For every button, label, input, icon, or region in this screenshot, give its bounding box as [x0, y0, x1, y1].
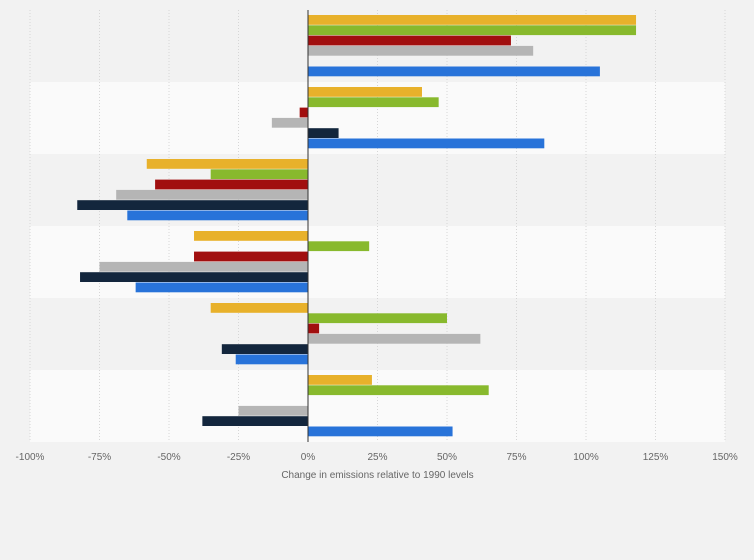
bar [308, 375, 372, 385]
bar [135, 282, 308, 293]
bar [308, 385, 489, 396]
bar [127, 210, 308, 221]
bar [308, 323, 320, 334]
x-axis-title: Change in emissions relative to 1990 lev… [281, 470, 473, 481]
bar [80, 272, 308, 282]
x-tick-label: -25% [227, 452, 250, 463]
bar [99, 261, 308, 272]
bar [308, 45, 534, 56]
bar [146, 159, 308, 169]
x-tick-labels: -100% -75% -50% -25% 0% 25% 50% 75% 100% 125% 150% [16, 452, 738, 463]
bar [308, 313, 447, 324]
bar [210, 169, 308, 180]
bar [308, 333, 481, 344]
bar [202, 416, 308, 426]
bar [308, 138, 545, 149]
x-tick-label: -75% [88, 452, 111, 463]
bar [308, 97, 439, 108]
bar [308, 15, 637, 25]
bar [210, 303, 308, 313]
bar [235, 354, 308, 365]
x-tick-label: -100% [16, 452, 45, 463]
x-tick-label: 100% [573, 452, 599, 463]
bar [308, 35, 511, 46]
grid-lines [29, 10, 726, 442]
bar [271, 117, 308, 128]
bar [116, 189, 309, 200]
x-tick-label: 50% [437, 452, 457, 463]
bar [299, 107, 308, 118]
bar [308, 87, 422, 97]
bar [77, 200, 308, 210]
x-tick-label: 150% [712, 452, 738, 463]
x-tick-label: -50% [157, 452, 180, 463]
bar [221, 344, 308, 354]
bar [308, 66, 600, 77]
x-tick-label: 125% [643, 452, 669, 463]
x-tick-label: 0% [301, 452, 316, 463]
bar [155, 179, 308, 190]
bar [308, 128, 339, 138]
bar [238, 405, 308, 416]
x-tick-label: 75% [506, 452, 526, 463]
bar [194, 251, 308, 262]
bar [194, 231, 308, 241]
x-tick-label: 25% [367, 452, 387, 463]
bar [308, 241, 370, 252]
bars [77, 15, 637, 437]
bar [308, 25, 637, 36]
bar [308, 426, 453, 437]
